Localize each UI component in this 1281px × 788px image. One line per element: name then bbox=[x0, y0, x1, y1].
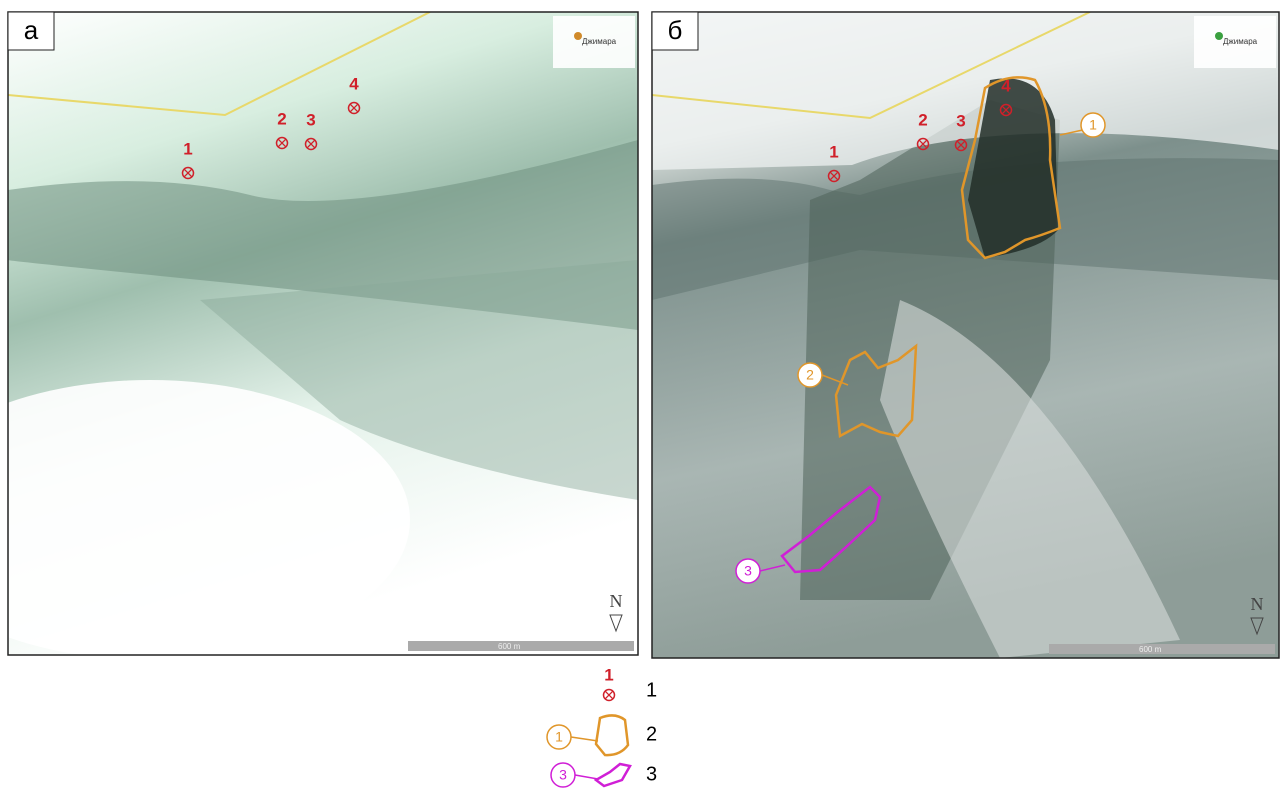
point-marker-cross bbox=[605, 691, 613, 699]
scale-bar bbox=[1049, 644, 1275, 654]
legend-text: 2 bbox=[646, 723, 657, 745]
satellite-image-a bbox=[0, 12, 638, 660]
place-name: Джимара bbox=[582, 37, 617, 46]
point-label: 1 bbox=[829, 142, 838, 161]
north-arrow: N bbox=[1251, 594, 1264, 614]
point-label: 3 bbox=[306, 110, 315, 129]
legend-leader bbox=[575, 775, 598, 779]
legend-text: 3 bbox=[646, 763, 657, 785]
legend-symbol: 1 bbox=[604, 665, 613, 684]
point-label: 3 bbox=[956, 111, 965, 130]
legend-symbol: 3 bbox=[559, 767, 567, 783]
point-label: 4 bbox=[349, 74, 359, 93]
place-pin bbox=[1215, 32, 1223, 40]
legend-outline bbox=[596, 715, 628, 755]
panel-label: б bbox=[668, 15, 683, 45]
point-label: 1 bbox=[183, 139, 192, 158]
legend-outline bbox=[596, 764, 630, 786]
point-label: 4 bbox=[1001, 76, 1011, 95]
legend-symbol: 1 bbox=[555, 729, 563, 745]
place-name: Джимара bbox=[1223, 37, 1258, 46]
place-pin bbox=[574, 32, 582, 40]
outline-label: 2 bbox=[806, 367, 814, 383]
panel-label: а bbox=[24, 15, 39, 45]
point-label: 2 bbox=[918, 110, 927, 129]
scale-label: 600 m bbox=[1139, 645, 1162, 654]
north-arrow: N bbox=[610, 591, 623, 611]
outline-label: 3 bbox=[744, 563, 752, 579]
figure: а Джимара 600 m N 1 2 3 4 б Джимара 600 m N 1 2 3 1 2 3 4 1… bbox=[0, 0, 1281, 788]
scale-label: 600 m bbox=[498, 642, 521, 651]
legend-text: 1 bbox=[646, 679, 657, 701]
legend-leader bbox=[571, 737, 598, 741]
scale-bar bbox=[408, 641, 634, 651]
point-label: 2 bbox=[277, 109, 286, 128]
outline-label: 1 bbox=[1089, 117, 1097, 133]
